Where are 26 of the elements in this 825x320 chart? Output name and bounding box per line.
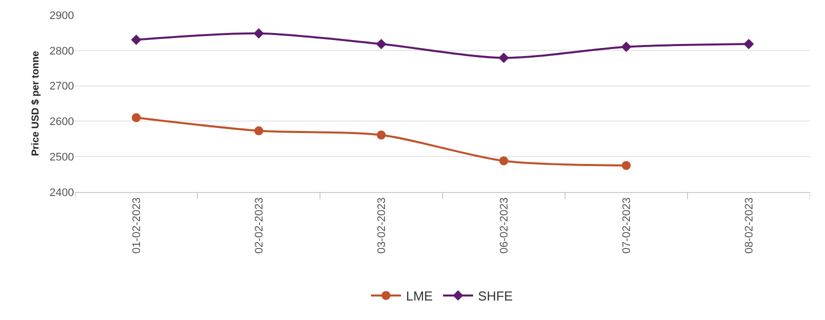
point	[376, 130, 386, 140]
x-tick-label: 07-02-2023	[620, 197, 633, 254]
point	[376, 38, 386, 50]
legend-label: SHFE	[478, 288, 514, 304]
x-tick-label: 03-02-2023	[376, 197, 388, 254]
y-axis-title: Price USD $ per tonne	[30, 50, 42, 156]
y-tick-label: 2800	[50, 45, 74, 58]
point	[621, 42, 632, 52]
point	[744, 38, 754, 50]
point	[498, 52, 509, 64]
y-tick-label: 2700	[50, 80, 74, 93]
x-tick-label: 02-02-2023	[253, 197, 266, 254]
point	[254, 126, 264, 136]
x-tick-label: 01-02-2023	[130, 197, 143, 254]
point	[254, 28, 264, 39]
point	[132, 113, 141, 122]
point	[499, 156, 508, 166]
point	[622, 160, 631, 170]
y-tick-label: 2900	[50, 10, 74, 22]
x-tick-label: 06-02-2023	[498, 197, 510, 254]
y-tick-label: 2500	[50, 151, 74, 164]
y-tick-label: 2400	[50, 186, 74, 199]
x-tick-label: 08-02-2023	[743, 197, 756, 254]
point	[131, 34, 142, 45]
y-tick-label: 2600	[50, 116, 74, 128]
legend-label: LME	[406, 288, 434, 304]
